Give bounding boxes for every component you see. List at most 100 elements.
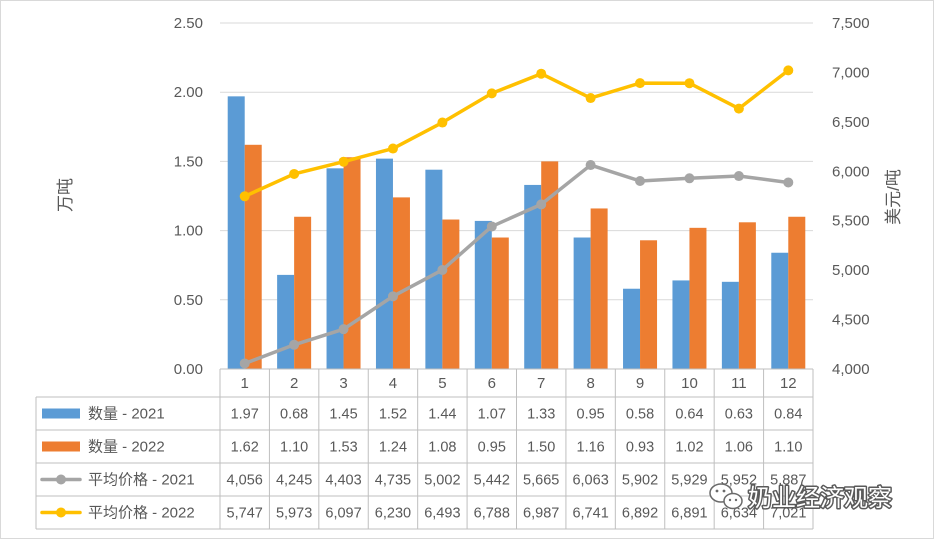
left-tick-label: 1.00 <box>174 223 203 240</box>
bar-series2-cat12 <box>788 216 806 369</box>
point-series3-cat8 <box>585 160 596 171</box>
category-label: 7 <box>537 375 545 392</box>
point-series3-cat9 <box>635 175 646 186</box>
table-cell-series4-cat7: 6,987 <box>523 506 559 522</box>
point-series4-cat3 <box>338 156 349 167</box>
table-cell-series4-cat1: 5,747 <box>227 506 263 522</box>
category-label: 11 <box>731 375 747 392</box>
point-series3-cat11 <box>733 171 744 182</box>
legend-key-series2 <box>42 441 80 452</box>
table-cell-series3-cat6: 5,442 <box>474 473 510 489</box>
category-label: 6 <box>488 375 496 392</box>
bar-series1-cat8 <box>573 237 591 369</box>
bar-series2-cat11 <box>738 222 756 369</box>
left-tick-label: 0.00 <box>174 361 203 378</box>
table-cell-series3-cat9: 5,902 <box>622 473 658 489</box>
table-cell-series1-cat5: 1.44 <box>428 407 456 423</box>
table-cell-series3-cat2: 4,245 <box>276 473 312 489</box>
bar-series1-cat7 <box>524 184 542 369</box>
point-series4-cat8 <box>585 93 596 104</box>
table-cell-series1-cat8: 0.95 <box>577 407 605 423</box>
category-label: 2 <box>290 375 298 392</box>
category-label: 5 <box>438 375 446 392</box>
bar-series1-cat1 <box>227 96 245 370</box>
left-tick-label: 0.50 <box>174 292 203 309</box>
bar-series1-cat12 <box>771 252 789 369</box>
table-cell-series2-cat5: 1.08 <box>428 440 456 456</box>
watermark: 奶业经济观察 <box>709 483 894 514</box>
category-label: 8 <box>586 375 594 392</box>
table-cell-series4-cat4: 6,230 <box>375 506 411 522</box>
category-label: 12 <box>780 375 797 392</box>
left-tick-label: 1.50 <box>174 153 203 170</box>
bar-series2-cat1 <box>244 144 262 369</box>
table-cell-series4-cat3: 6,097 <box>325 506 361 522</box>
table-cell-series2-cat4: 1.24 <box>379 440 407 456</box>
legend-key-series1 <box>42 408 80 419</box>
table-cell-series4-cat9: 6,892 <box>622 506 658 522</box>
bar-series2-cat10 <box>689 227 707 369</box>
bar-series1-cat2 <box>277 274 295 369</box>
right-tick-label: 7,500 <box>832 15 870 32</box>
legend-label-series1: 数量 - 2021 <box>88 406 165 423</box>
bar-series1-cat9 <box>623 288 641 369</box>
category-label: 4 <box>389 375 397 392</box>
bar-series2-cat9 <box>640 240 658 369</box>
bar-series2-cat8 <box>590 208 608 369</box>
table-cell-series4-cat10: 6,891 <box>671 506 707 522</box>
legend-label-series3: 平均价格 - 2021 <box>88 472 195 489</box>
table-cell-series3-cat7: 5,665 <box>523 473 559 489</box>
table-cell-series3-cat12: 5,887 <box>770 473 806 489</box>
bar-series2-cat4 <box>392 197 410 369</box>
bar-series1-cat11 <box>721 281 739 369</box>
left-value-axis: 0.00 0.50 1.00 1.50 2.00 2.50 <box>174 15 203 378</box>
table-cell-series4-cat12: 7,021 <box>770 506 806 522</box>
table-cell-series3-cat11: 5,952 <box>721 473 757 489</box>
bar-series2-cat3 <box>343 157 361 369</box>
watermark-text: 奶业经济观察 <box>748 485 892 512</box>
bar-series1-cat6 <box>474 220 492 369</box>
table-cell-series1-cat7: 1.33 <box>527 407 555 423</box>
table-cell-series4-cat2: 5,973 <box>276 506 312 522</box>
table-cell-series3-cat5: 5,002 <box>424 473 460 489</box>
bar-series2-cat6 <box>491 237 509 369</box>
right-value-axis: 4,000 4,500 5,000 5,500 6,000 6,500 7,000 7,500 <box>832 15 870 378</box>
table-cell-series3-cat8: 6,063 <box>572 473 608 489</box>
table-cell-series4-cat8: 6,741 <box>572 506 608 522</box>
table-cell-series1-cat9: 0.58 <box>626 407 654 423</box>
table-cell-series1-cat3: 1.45 <box>329 407 357 423</box>
table-cell-series4-cat5: 6,493 <box>424 506 460 522</box>
line-series4 <box>242 68 791 199</box>
table-cell-series3-cat4: 4,735 <box>375 473 411 489</box>
legend-key-marker-series4 <box>56 507 66 518</box>
table-cell-series3-cat1: 4,056 <box>227 473 263 489</box>
point-series4-cat7 <box>536 68 547 79</box>
left-tick-label: 2.00 <box>174 84 203 101</box>
bar-series1-cat5 <box>425 169 443 369</box>
table-cell-series1-cat4: 1.52 <box>379 407 407 423</box>
category-label: 9 <box>636 375 644 392</box>
table-cell-series2-cat11: 1.06 <box>725 440 753 456</box>
line-series3 <box>242 163 791 366</box>
right-tick-label: 4,000 <box>832 361 870 378</box>
table-cell-series2-cat8: 1.16 <box>577 440 605 456</box>
wechat-icon <box>709 483 743 510</box>
right-tick-label: 4,500 <box>832 312 870 329</box>
point-series3-cat7 <box>536 199 547 210</box>
table-cell-series2-cat3: 1.53 <box>329 440 357 456</box>
gridlines <box>220 22 813 301</box>
legend-label-series2: 数量 - 2022 <box>88 439 165 456</box>
right-tick-label: 6,500 <box>832 114 870 131</box>
table-cell-series4-cat6: 6,788 <box>474 506 510 522</box>
right-tick-label: 5,500 <box>832 213 870 230</box>
table-cell-series2-cat7: 1.50 <box>527 440 555 456</box>
category-label: 10 <box>681 375 698 392</box>
right-tick-label: 7,000 <box>832 64 870 81</box>
table-cell-series3-cat3: 4,403 <box>325 473 361 489</box>
table-cell-series2-cat9: 0.93 <box>626 440 654 456</box>
point-series3-cat5 <box>437 264 448 275</box>
point-series4-cat1 <box>239 191 250 202</box>
